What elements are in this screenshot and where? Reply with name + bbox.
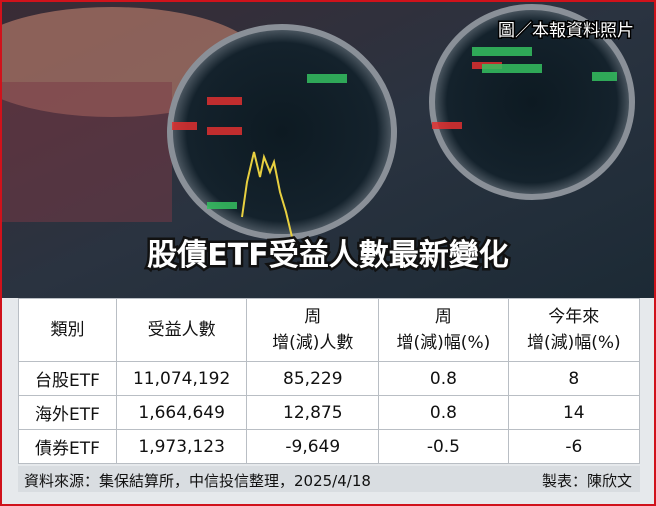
- table-cell: 海外ETF: [18, 395, 117, 430]
- header-cell: 類別: [18, 298, 117, 362]
- header-cell: 周增(減)幅(%): [378, 298, 509, 362]
- table-cell: 85,229: [246, 361, 380, 396]
- header-row: 類別 受益人數周增(減)人數周增(減)幅(%) 今年來 增(減)幅(%): [18, 298, 641, 362]
- table-row: 台股ETF 11,074,192 85,229 0.8 8: [18, 361, 641, 396]
- table-cell: 0.8: [378, 395, 509, 430]
- table-cell: 12,875: [246, 395, 380, 430]
- header-text: 類別: [50, 320, 85, 340]
- table-cell: 0.8: [378, 361, 509, 396]
- photo-credit: 圖／本報資料照片: [498, 21, 634, 41]
- photo: 圖／本報資料照片 股債ETF受益人數最新變化: [2, 2, 654, 298]
- source: 資料來源：集保結算所，中信投信整理，2025/4/18: [24, 472, 371, 490]
- header-text: 今年來: [548, 307, 600, 327]
- table-cell: -0.5: [378, 429, 509, 464]
- table-cell: 債券ETF: [18, 429, 117, 464]
- footer: 資料來源：集保結算所，中信投信整理，2025/4/18 製表：陳欣文: [18, 466, 640, 492]
- header-text: 增(減)人數: [272, 333, 354, 353]
- data-table: 類別 受益人數周增(減)人數周增(減)幅(%) 今年來 增(減)幅(%) 台股ETF 11…: [18, 298, 641, 464]
- header-text: 增(減)幅(%): [396, 333, 491, 353]
- table-cell: -6: [507, 429, 641, 464]
- table-cell: -9,649: [246, 429, 380, 464]
- title: 股債ETF受益人數最新變化: [147, 238, 508, 273]
- table-cell: 台股ETF: [18, 361, 117, 396]
- header-text: 受益人數: [147, 320, 216, 340]
- table-cell: 8: [507, 361, 641, 396]
- header-text: 周: [304, 307, 322, 327]
- table-cell: 1,664,649: [115, 395, 248, 430]
- table-cell: 11,074,192: [115, 361, 248, 396]
- maker: 製表：陳欣文: [541, 472, 632, 490]
- header-cell: 周增(減)人數: [246, 298, 380, 362]
- table-cell: 1,973,123: [115, 429, 248, 464]
- header-text: 周: [434, 307, 452, 327]
- table-row: 海外ETF 1,664,649 12,875 0.8 14: [18, 395, 641, 430]
- table-cell: 14: [507, 395, 641, 430]
- header-text: 增(減)幅(%): [526, 333, 621, 353]
- header-cell: 受益人數: [115, 298, 248, 362]
- table-row: 債券ETF 1,973,123 -9,649 -0.5 -6: [18, 429, 641, 464]
- header-cell: 今年來增(減)幅(%): [507, 298, 641, 362]
